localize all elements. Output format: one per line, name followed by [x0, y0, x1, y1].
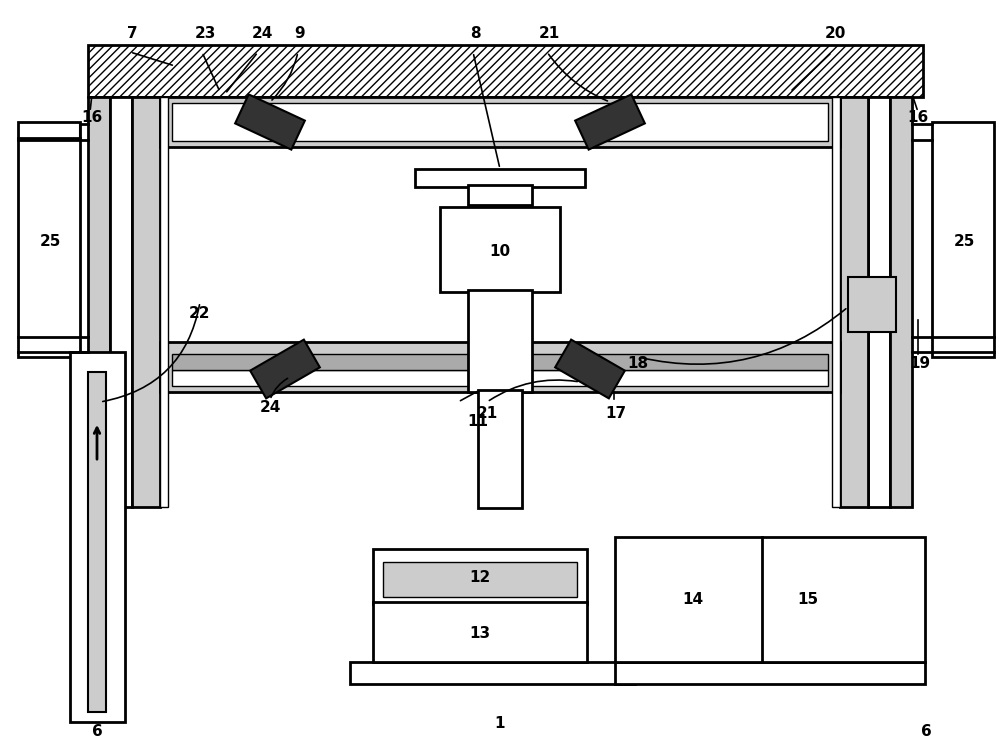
Text: 24: 24	[251, 26, 273, 41]
Bar	[383, 562, 577, 597]
Text: 15: 15	[797, 593, 819, 608]
Bar	[350, 662, 635, 684]
Bar	[88, 45, 923, 97]
Text: 19: 19	[909, 356, 931, 371]
Text: 8: 8	[470, 26, 480, 41]
Text: 14: 14	[682, 593, 704, 608]
Text: 23: 23	[194, 26, 216, 41]
Text: 17: 17	[605, 407, 627, 422]
Bar	[88, 372, 106, 712]
Bar	[932, 122, 994, 357]
Bar	[468, 290, 532, 392]
Text: 6: 6	[92, 724, 102, 739]
Text: 1: 1	[495, 717, 505, 732]
Bar	[172, 354, 828, 370]
Text: 21: 21	[476, 407, 498, 422]
Polygon shape	[555, 340, 625, 399]
Bar	[832, 97, 840, 507]
Text: 20: 20	[824, 26, 846, 41]
Text: 25: 25	[39, 235, 61, 250]
Text: 16: 16	[907, 110, 929, 125]
Text: 6: 6	[921, 724, 931, 739]
Bar	[468, 185, 532, 205]
Text: 25: 25	[953, 235, 975, 250]
Text: 22: 22	[189, 307, 211, 322]
Polygon shape	[235, 95, 305, 150]
Bar	[160, 97, 840, 147]
Text: 9: 9	[295, 26, 305, 41]
Bar	[132, 97, 160, 507]
Bar	[172, 103, 828, 141]
Bar	[373, 602, 587, 662]
Bar	[160, 97, 168, 507]
Polygon shape	[250, 340, 320, 399]
Bar	[70, 352, 125, 722]
Bar	[478, 390, 522, 508]
Text: 12: 12	[469, 569, 491, 584]
Text: 21: 21	[538, 26, 560, 41]
Text: 24: 24	[259, 399, 281, 414]
Bar	[840, 97, 868, 507]
Bar	[415, 169, 585, 187]
Bar	[890, 97, 912, 507]
Bar	[615, 537, 925, 662]
Text: 18: 18	[627, 356, 649, 371]
Text: 11: 11	[468, 414, 488, 429]
Bar	[373, 549, 587, 604]
Bar	[18, 122, 80, 357]
Bar	[172, 370, 828, 386]
Bar	[440, 207, 560, 292]
Bar	[868, 97, 890, 507]
Bar	[848, 277, 896, 332]
Text: 7: 7	[127, 26, 137, 41]
Text: 13: 13	[469, 626, 491, 641]
Bar	[615, 662, 925, 684]
Text: 16: 16	[81, 110, 103, 125]
Polygon shape	[575, 95, 645, 150]
Bar	[88, 97, 110, 507]
Bar	[110, 97, 132, 507]
Bar	[160, 342, 840, 392]
Text: 10: 10	[489, 244, 511, 259]
